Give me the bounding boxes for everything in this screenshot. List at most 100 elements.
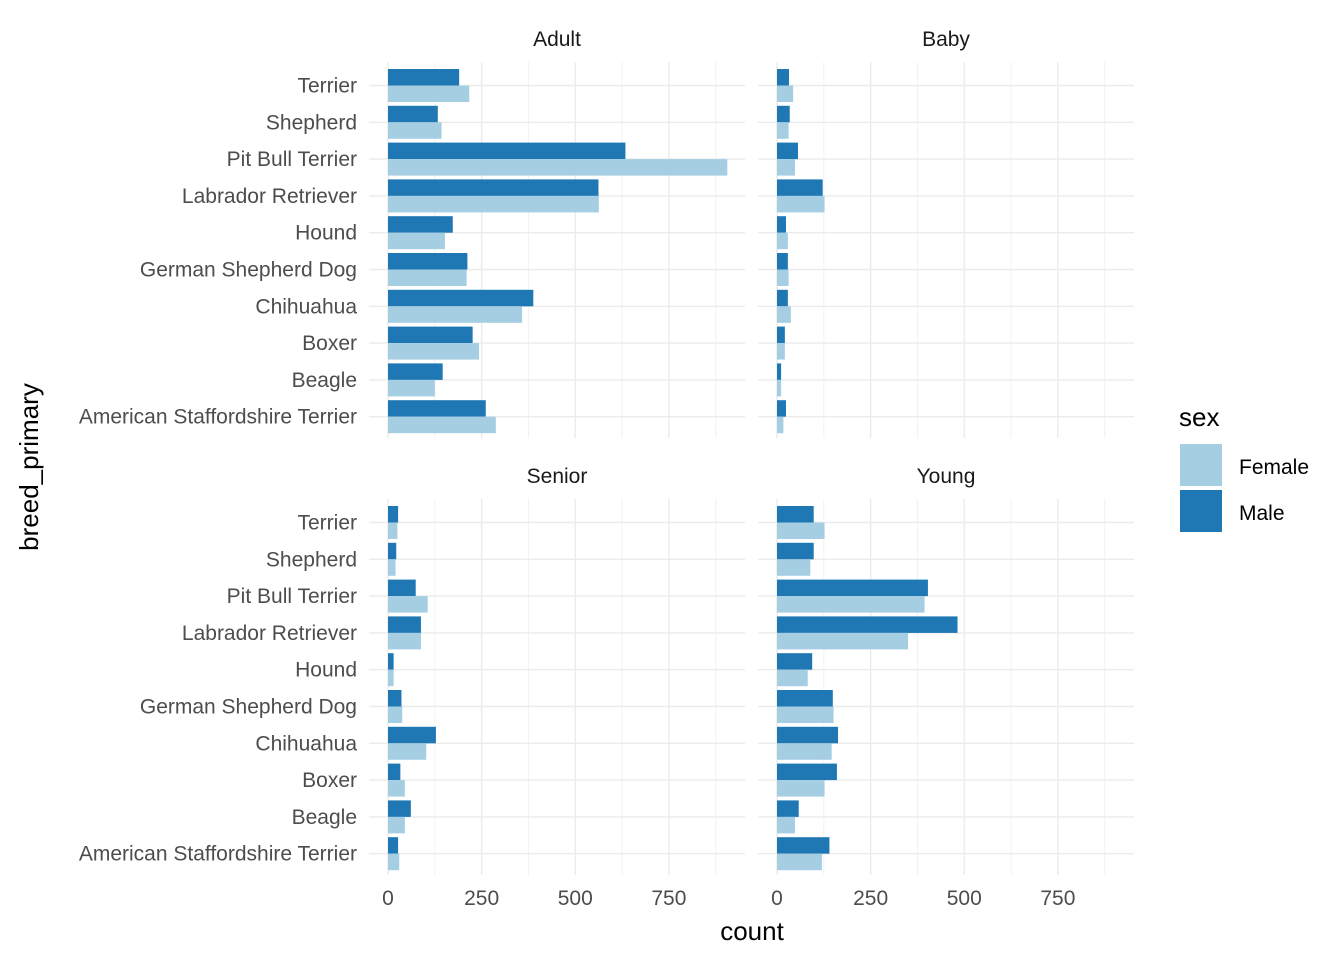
legend-key-male	[1180, 490, 1222, 532]
bar-male-baby-hound	[777, 216, 786, 233]
y-tick-label-terrier: Terrier	[297, 512, 357, 535]
bar-male-baby-shepherd	[777, 105, 790, 123]
legend-title: sex	[1179, 402, 1219, 432]
bar-female-young-chihuahua	[777, 743, 832, 760]
bar-male-adult-boxer	[388, 326, 473, 344]
bar-male-young-shepherd	[777, 542, 814, 560]
bar-female-baby-boxer	[777, 343, 785, 360]
bar-female-young-terrier	[777, 522, 825, 539]
bar-female-baby-german-shepherd-dog	[777, 269, 789, 286]
bar-male-adult-terrier	[388, 69, 460, 86]
bar-male-senior-chihuahua	[388, 726, 436, 744]
y-tick-label-german-shepherd-dog: German Shepherd Dog	[140, 696, 357, 719]
bar-female-baby-hound	[777, 232, 788, 250]
facet-label-young: Young	[917, 465, 976, 488]
bar-male-senior-shepherd	[388, 542, 397, 560]
y-tick-label-shepherd: Shepherd	[266, 111, 357, 134]
y-tick-label-hound: Hound	[295, 659, 357, 682]
bar-female-adult-boxer	[388, 343, 480, 360]
y-axis-labels: Terrier Shepherd Pit Bull Terrier Labrador …	[79, 75, 357, 866]
bar-female-young-shepherd	[777, 559, 811, 576]
bar-male-young-labrador-retriever	[777, 616, 958, 633]
bar-female-adult-terrier	[388, 85, 470, 102]
x-tick-label-young-0: 0	[771, 887, 783, 910]
bar-male-adult-labrador-retriever	[388, 179, 599, 196]
panel-senior: Senior	[369, 465, 745, 875]
panels-layer: Adult Baby Senior Young	[369, 28, 1134, 875]
bar-male-young-beagle	[777, 800, 799, 817]
x-tick-label-young-250: 250	[853, 887, 888, 910]
bar-female-young-labrador-retriever	[777, 632, 909, 650]
legend-label-male: Male	[1239, 502, 1285, 525]
bar-male-young-german-shepherd-dog	[777, 690, 833, 707]
bar-male-young-pit-bull-terrier	[777, 579, 928, 597]
legend-label-female: Female	[1239, 456, 1309, 479]
bar-female-baby-shepherd	[777, 122, 789, 139]
bar-female-adult-pit-bull-terrier	[388, 159, 728, 176]
bar-female-baby-terrier	[777, 85, 794, 102]
facet-label-senior: Senior	[527, 465, 588, 488]
bar-male-baby-labrador-retriever	[777, 179, 823, 196]
bar-female-senior-shepherd	[388, 559, 396, 576]
y-tick-label-shepherd: Shepherd	[266, 548, 357, 571]
bar-female-senior-chihuahua	[388, 743, 427, 760]
y-tick-label-beagle: Beagle	[292, 806, 357, 829]
y-tick-label-pit-bull-terrier: Pit Bull Terrier	[227, 585, 357, 608]
panel-baby: Baby	[758, 28, 1134, 438]
bar-female-senior-labrador-retriever	[388, 632, 421, 650]
y-tick-label-boxer: Boxer	[302, 769, 357, 792]
x-tick-label-senior-500: 500	[558, 887, 593, 910]
y-tick-label-terrier: Terrier	[297, 75, 357, 98]
y-axis-title: breed_primary	[14, 383, 44, 551]
panel-young: Young	[758, 465, 1134, 875]
bar-male-senior-german-shepherd-dog	[388, 690, 402, 707]
bar-female-young-beagle	[777, 816, 795, 834]
bar-male-senior-american-staffordshire-terrier	[388, 837, 399, 854]
bar-male-adult-american-staffordshire-terrier	[388, 400, 486, 417]
bar-female-adult-beagle	[388, 379, 435, 397]
bar-male-baby-pit-bull-terrier	[777, 142, 798, 160]
bar-male-baby-chihuahua	[777, 289, 788, 307]
bar-male-young-boxer	[777, 763, 837, 781]
bar-male-senior-beagle	[388, 800, 411, 817]
bar-female-baby-chihuahua	[777, 306, 791, 323]
bar-female-adult-hound	[388, 232, 445, 250]
y-tick-label-chihuahua: Chihuahua	[255, 732, 357, 755]
bar-female-baby-beagle	[777, 379, 782, 397]
bar-female-young-german-shepherd-dog	[777, 706, 834, 723]
bar-female-senior-terrier	[388, 522, 398, 539]
bar-male-senior-terrier	[388, 506, 399, 523]
facet-label-adult: Adult	[533, 28, 581, 51]
bar-male-baby-boxer	[777, 326, 785, 344]
bar-male-senior-boxer	[388, 763, 401, 781]
bar-male-baby-german-shepherd-dog	[777, 253, 788, 270]
bar-female-adult-shepherd	[388, 122, 442, 139]
bar-male-adult-chihuahua	[388, 289, 534, 307]
bar-female-senior-boxer	[388, 780, 405, 797]
y-tick-label-boxer: Boxer	[302, 332, 357, 355]
x-tick-label-senior-0: 0	[382, 887, 394, 910]
facet-label-baby: Baby	[922, 28, 970, 51]
y-tick-label-chihuahua: Chihuahua	[255, 295, 357, 318]
bar-male-young-chihuahua	[777, 726, 839, 744]
bar-male-senior-pit-bull-terrier	[388, 579, 416, 597]
y-tick-label-labrador-retriever: Labrador Retriever	[182, 622, 357, 645]
bar-male-baby-terrier	[777, 69, 789, 86]
bar-male-young-terrier	[777, 506, 814, 523]
bar-female-adult-american-staffordshire-terrier	[388, 416, 496, 434]
bar-female-young-american-staffordshire-terrier	[777, 853, 822, 871]
bar-male-adult-german-shepherd-dog	[388, 253, 468, 270]
bar-female-senior-beagle	[388, 816, 405, 834]
bar-male-senior-hound	[388, 653, 394, 670]
bar-female-baby-labrador-retriever	[777, 195, 825, 213]
bar-female-senior-pit-bull-terrier	[388, 596, 428, 613]
bar-male-adult-beagle	[388, 363, 443, 380]
bar-male-adult-pit-bull-terrier	[388, 142, 626, 160]
bar-female-baby-pit-bull-terrier	[777, 159, 795, 176]
bar-female-young-hound	[777, 669, 808, 687]
y-tick-label-pit-bull-terrier: Pit Bull Terrier	[227, 148, 357, 171]
panel-adult: Adult	[369, 28, 745, 438]
bar-male-senior-labrador-retriever	[388, 616, 421, 633]
bar-female-adult-labrador-retriever	[388, 195, 599, 213]
